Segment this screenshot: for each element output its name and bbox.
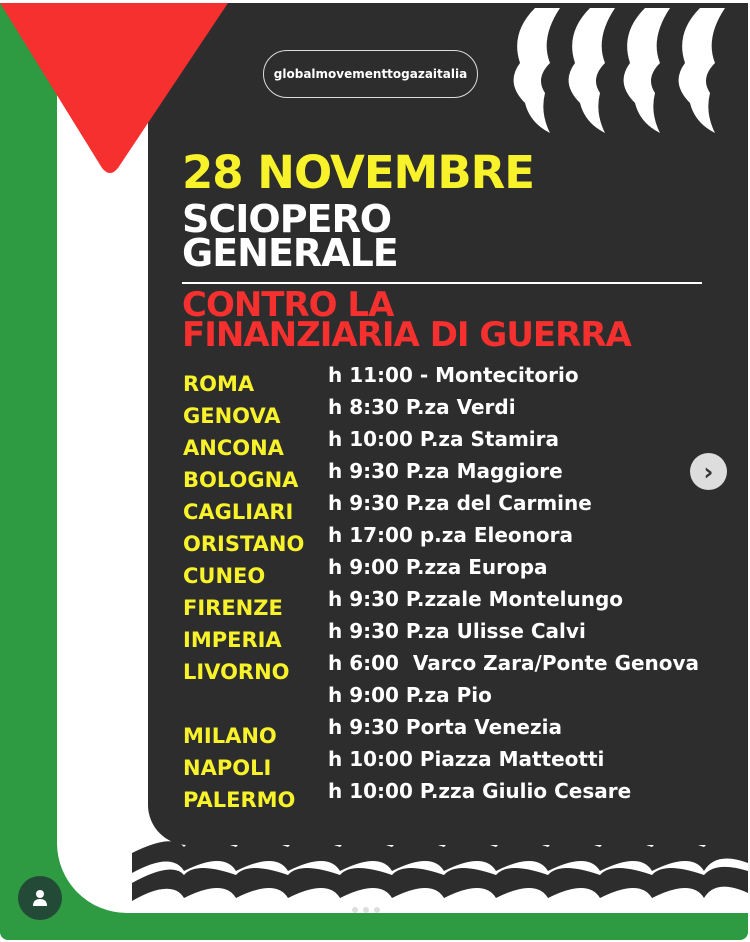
event-city: ORISTANO — [183, 532, 305, 556]
headline-line: SCIOPERO — [182, 197, 392, 241]
event-time-place: h 10:00 P.za Stamira — [328, 427, 560, 451]
subheadline: CONTRO LA FINANZIARIA DI GUERRA — [182, 285, 632, 355]
event-time-place: h 9:30 P.zzale Montelungo — [328, 587, 624, 611]
event-time-place: h 10:00 Piazza Matteotti — [328, 747, 605, 771]
event-row: BOLOGNA h 9:30 P.za Maggiore — [183, 459, 743, 500]
event-city: IMPERIA — [183, 628, 282, 652]
event-city: MILANO — [183, 724, 277, 748]
headline: SCIOPERO GENERALE — [182, 197, 399, 275]
event-row: LIVORNO h 6:00 Varco Zara/Ponte Genova — [183, 651, 743, 692]
chevron-right-icon: › — [703, 457, 714, 486]
event-city: ROMA — [183, 372, 255, 396]
event-time-place: h 9:30 P.za Maggiore — [328, 459, 563, 483]
post-image — [0, 3, 748, 940]
carousel-dot[interactable] — [352, 907, 358, 913]
event-time-place: h 9:00 P.za Pio — [328, 683, 492, 707]
event-row: ANCONA h 10:00 P.za Stamira — [183, 427, 743, 468]
headline-line: GENERALE — [182, 231, 399, 275]
next-slide-button[interactable]: › — [690, 453, 727, 490]
event-time-place: h 8:30 P.za Verdi — [328, 395, 516, 419]
event-time-place: h 9:30 P.za del Carmine — [328, 491, 592, 515]
event-city: CUNEO — [183, 564, 266, 588]
event-time-place: h 11:00 - Montecitorio — [328, 363, 579, 387]
event-row: IMPERIA h 9:30 P.za Ulisse Calvi — [183, 619, 743, 660]
event-time-place: h 17:00 p.za Eleonora — [328, 523, 573, 547]
event-city: CAGLIARI — [183, 500, 294, 524]
event-row: h 9:00 P.za Pio — [183, 683, 743, 724]
event-city: PALERMO — [183, 788, 296, 812]
event-row: ROMA h 11:00 - Montecitorio — [183, 363, 743, 404]
event-time-place: h 6:00 Varco Zara/Ponte Genova — [328, 651, 700, 675]
event-date: 28 NOVEMBRE — [182, 146, 535, 199]
account-handle-badge: globalmovementtogazaitalia — [263, 50, 478, 98]
subheadline-line: FINANZIARIA DI GUERRA — [182, 315, 632, 355]
event-row: NAPOLI h 10:00 Piazza Matteotti — [183, 747, 743, 788]
carousel-dot[interactable] — [374, 907, 380, 913]
flag-red-triangle — [0, 3, 228, 173]
event-row: ORISTANO h 17:00 p.za Eleonora — [183, 523, 743, 564]
event-time-place: h 9:30 Porta Venezia — [328, 715, 562, 739]
tagged-users-button[interactable] — [18, 876, 62, 920]
poster-card — [148, 3, 748, 845]
event-city: GENOVA — [183, 404, 281, 428]
divider — [182, 282, 702, 284]
event-row: PALERMO h 10:00 P.zza Giulio Cesare — [183, 779, 743, 820]
event-time-place: h 9:30 P.za Ulisse Calvi — [328, 619, 586, 643]
keffiyeh-pattern-top — [513, 8, 725, 133]
event-city: FIRENZE — [183, 596, 283, 620]
user-icon — [33, 890, 47, 906]
event-city: BOLOGNA — [183, 468, 299, 492]
event-row: CUNEO h 9:00 P.zza Europa — [183, 555, 743, 596]
event-city: NAPOLI — [183, 756, 272, 780]
event-city: LIVORNO — [183, 660, 290, 684]
event-time-place: h 10:00 P.zza Giulio Cesare — [328, 779, 632, 803]
event-row: MILANO h 9:30 Porta Venezia — [183, 715, 743, 756]
event-row: CAGLIARI h 9:30 P.za del Carmine — [183, 491, 743, 532]
subheadline-line: CONTRO LA — [182, 285, 394, 325]
event-time-place: h 9:00 P.zza Europa — [328, 555, 548, 579]
keffiyeh-pattern-bottom — [132, 838, 748, 901]
event-row: GENOVA h 8:30 P.za Verdi — [183, 395, 743, 436]
event-row: FIRENZE h 9:30 P.zzale Montelungo — [183, 587, 743, 628]
carousel-dots — [352, 907, 380, 913]
event-city: ANCONA — [183, 436, 284, 460]
carousel-dot[interactable] — [363, 907, 369, 913]
